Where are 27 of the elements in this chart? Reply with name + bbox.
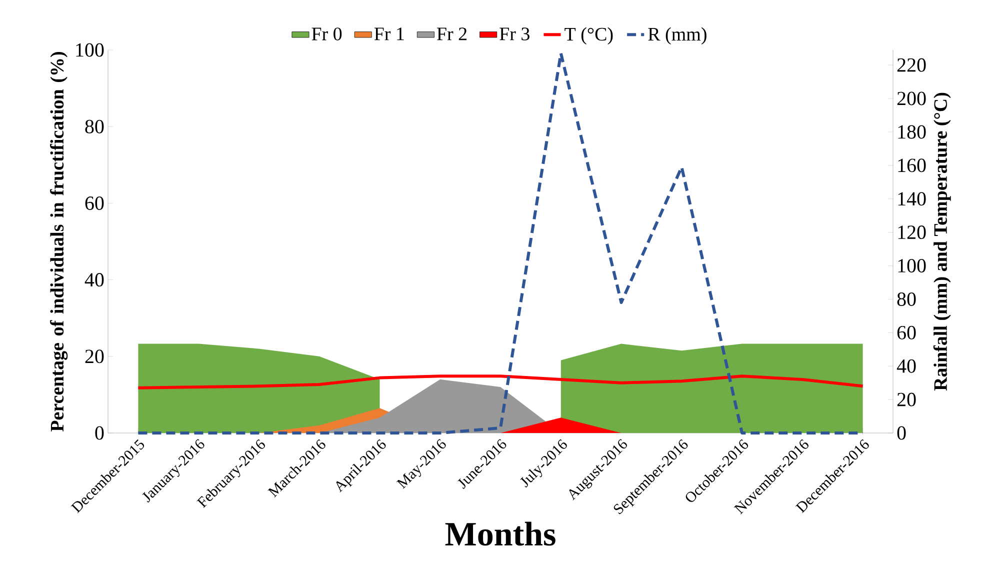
- y2-tick-label: 180: [898, 125, 926, 139]
- y2-tick-label: 60: [897, 326, 916, 340]
- y2-axis-title: Rainfall (mm) and Temperature (°C): [933, 92, 951, 391]
- y-axis-title: Percentage of individuals in fructification (%): [50, 52, 68, 432]
- y2-tick-label: 200: [897, 92, 926, 106]
- x-axis-title: Months: [445, 522, 556, 546]
- legend-label: Fr 2: [436, 28, 467, 40]
- y-tick-label: 80: [85, 120, 104, 134]
- legend-label: Fr 3: [500, 28, 530, 40]
- y-tick-label: 100: [76, 43, 104, 57]
- y2-tick-label: 80: [897, 292, 916, 306]
- legend-label: Fr 0: [312, 28, 342, 40]
- y2-tick-label: 40: [896, 359, 916, 373]
- y-tick-label: 20: [85, 350, 104, 364]
- y2-tick-label: 160: [898, 158, 926, 172]
- y2-tick-label: 120: [898, 226, 926, 240]
- y2-tick-label: 140: [898, 192, 926, 206]
- y2-tick-label: 100: [898, 259, 926, 272]
- y2-tick-label: 220: [897, 58, 926, 72]
- y-tick-label: 40: [84, 273, 104, 287]
- y2-tick-label: 20: [897, 392, 916, 406]
- y-tick-label: 0: [95, 426, 104, 440]
- y2-tick-label: 0: [897, 426, 906, 440]
- y-tick-label: 60: [85, 196, 104, 210]
- legend-label: R (mm): [648, 27, 706, 45]
- legend-label: T (°C): [564, 27, 613, 45]
- legend-label: Fr 1: [374, 28, 404, 40]
